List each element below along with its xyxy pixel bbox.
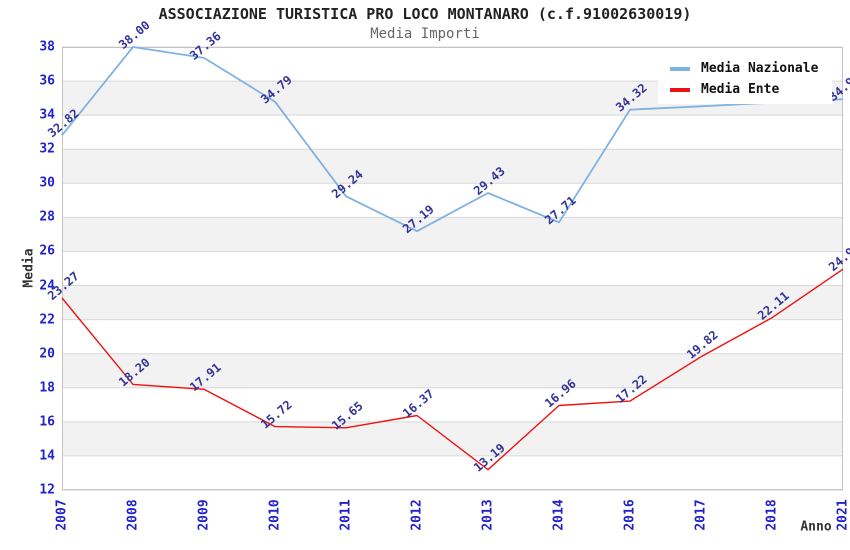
x-tick-label-2007: 2007 xyxy=(54,499,70,531)
plot-band xyxy=(62,353,843,388)
plot-band xyxy=(62,217,843,252)
legend-item-media-ente: Media Ente xyxy=(670,83,818,97)
y-tick-label-24: 24 xyxy=(39,278,55,294)
y-tick-label-14: 14 xyxy=(39,448,55,464)
x-tick-label-2014: 2014 xyxy=(551,499,567,531)
y-tick-label-28: 28 xyxy=(39,209,55,225)
chart-title: ASSOCIAZIONE TURISTICA PRO LOCO MONTANAR… xyxy=(158,5,692,23)
plot-band xyxy=(62,421,843,456)
plot-area: 32.82 38.00 37.36 34.79 29.24 27.19 29.43 27.71… xyxy=(45,18,850,491)
x-tick-label-2008: 2008 xyxy=(125,499,141,531)
y-tick-label-38: 38 xyxy=(39,39,55,55)
y-tick-label-36: 36 xyxy=(39,73,55,89)
y-tick-label-18: 18 xyxy=(39,380,55,396)
y-tick-label-12: 12 xyxy=(39,482,55,498)
x-tick-label-2010: 2010 xyxy=(267,499,283,531)
x-tick-label-2009: 2009 xyxy=(196,499,212,531)
x-tick-label-2013: 2013 xyxy=(480,499,496,531)
y-tick-label-20: 20 xyxy=(39,346,55,362)
x-axis-title: Anno xyxy=(800,519,832,535)
x-tick-label-2011: 2011 xyxy=(338,499,354,531)
y-tick-label-26: 26 xyxy=(39,243,55,259)
x-tick-label-2016: 2016 xyxy=(622,499,638,531)
legend-line-swatch-icon xyxy=(670,88,690,92)
x-tick-label-2017: 2017 xyxy=(693,499,709,531)
legend-label: Media Nazionale xyxy=(701,61,819,76)
plot-band xyxy=(62,285,843,320)
y-tick-label-30: 30 xyxy=(39,175,55,191)
chart-subtitle: Media Importi xyxy=(370,26,480,42)
legend: Media Nazionale Media Ente xyxy=(658,55,833,104)
plot-border xyxy=(62,47,843,490)
series-line-media-nazionale xyxy=(61,46,844,233)
series-line-media-ente xyxy=(61,268,844,471)
x-tick-label-2018: 2018 xyxy=(764,499,780,531)
x-tick-label-2021: 2021 xyxy=(835,499,850,531)
y-tick-label-16: 16 xyxy=(39,414,55,430)
legend-line-swatch-icon xyxy=(670,67,690,71)
legend-item-media-nazionale: Media Nazionale xyxy=(670,62,818,76)
legend-label: Media Ente xyxy=(701,82,780,97)
y-tick-label-32: 32 xyxy=(39,141,55,157)
y-tick-label-34: 34 xyxy=(39,107,55,123)
y-tick-label-22: 22 xyxy=(39,312,55,328)
plot-band xyxy=(62,149,843,184)
x-tick-label-2012: 2012 xyxy=(409,499,425,531)
point-label-media-ente-2012: 16.37 xyxy=(400,387,437,421)
